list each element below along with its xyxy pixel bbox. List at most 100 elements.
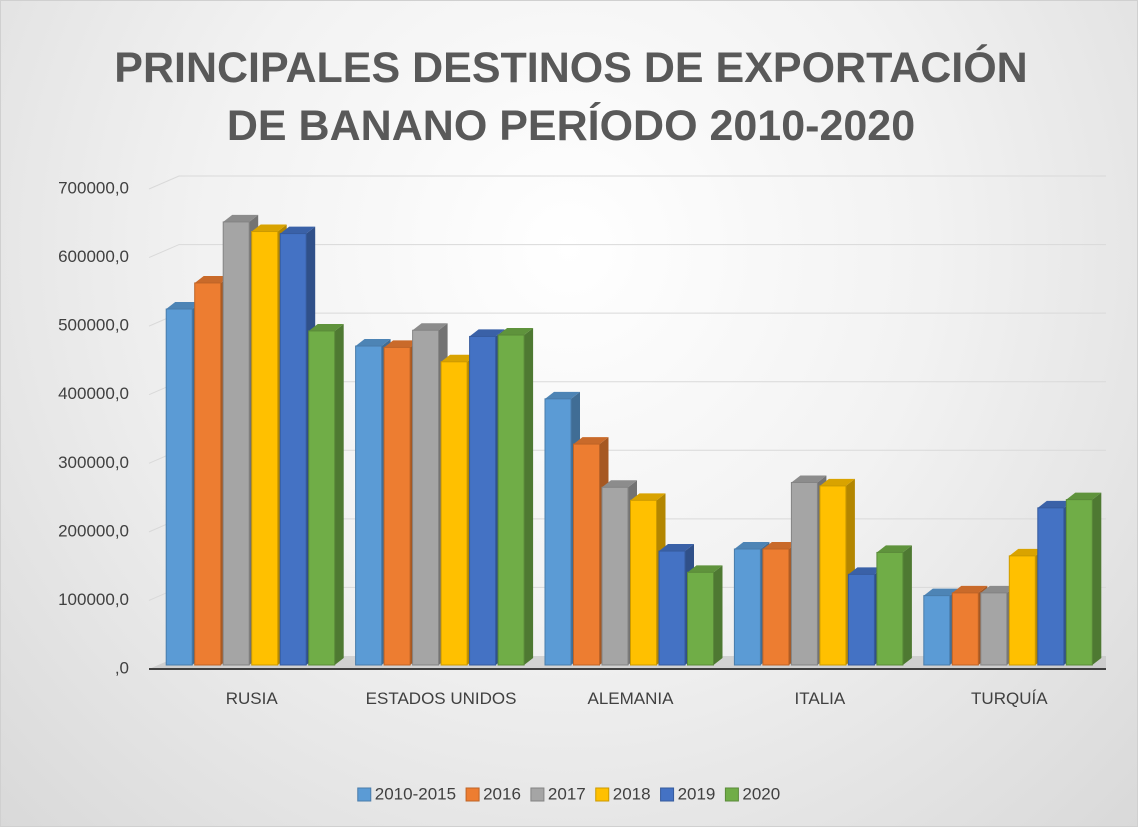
y-tick-label: 100000,0 [58, 590, 129, 609]
x-tick-label: RUSIA [225, 689, 278, 708]
bar [630, 499, 657, 666]
bar [951, 592, 979, 666]
grid-line [148, 244, 1106, 259]
bar [544, 398, 572, 666]
x-tick-label-box: ALEMANIA [587, 689, 674, 708]
bar [876, 551, 904, 666]
bar-top [659, 544, 694, 552]
bar [687, 571, 714, 666]
chart-title: PRINCIPALES DESTINOS DE EXPORTACIÓN DE B… [114, 44, 1028, 150]
bar-top [687, 565, 723, 573]
bar-top [251, 224, 287, 232]
bar-side [524, 328, 534, 665]
legend-swatch [530, 787, 545, 802]
bar-top [630, 493, 666, 501]
bar [469, 335, 497, 666]
bar-top [384, 340, 420, 348]
bar [1008, 555, 1036, 666]
bar-top [848, 567, 884, 575]
bar-top [923, 588, 959, 596]
legend-label: 2017 [548, 784, 586, 803]
bar [733, 548, 761, 666]
x-tick-label-box: RUSIA [225, 689, 278, 708]
bar [308, 330, 336, 666]
bar [279, 233, 307, 666]
grid-line [148, 175, 1106, 190]
legend-swatch [724, 787, 739, 802]
y-tick-label: 400000,0 [58, 384, 129, 403]
legend: 2010-2015 2016 2017 2018 2019 2020 [357, 784, 780, 803]
x-tick-label: ITALIA [794, 689, 846, 708]
y-tick-label: 600000,0 [58, 247, 129, 266]
bar [440, 361, 468, 666]
bar [194, 282, 222, 666]
legend-swatch [465, 787, 480, 802]
x-tick-label-box: ITALIA [794, 689, 846, 708]
y-tick-label: ,0 [115, 658, 129, 677]
bar [980, 592, 1008, 666]
bar [923, 595, 951, 666]
legend-label: 2010-2015 [375, 784, 456, 803]
x-tick-label-box: ESTADOS UNIDOS [365, 689, 517, 708]
bar [601, 486, 629, 666]
bar [847, 573, 875, 666]
x-tick-label: ESTADOS UNIDOS [365, 689, 517, 708]
bar-side [334, 323, 344, 665]
bar-top [412, 323, 448, 331]
bar [497, 334, 525, 666]
x-tick-label: ALEMANIA [587, 689, 674, 708]
bar-side [902, 545, 912, 665]
bar-top [734, 542, 770, 549]
bar-top [1009, 548, 1045, 556]
x-tick-label: TURQUÍA [971, 689, 1048, 708]
bar [819, 485, 847, 666]
legend-label: 2019 [678, 784, 716, 803]
legend-label: 2016 [483, 784, 521, 803]
bar-top [980, 585, 1016, 593]
bar-top [194, 275, 230, 283]
bar-top [441, 354, 477, 362]
bar-top [498, 328, 534, 336]
bar-top [791, 475, 827, 483]
bar-top [545, 391, 580, 399]
bar [412, 329, 440, 666]
bar-top [280, 226, 316, 234]
bar [1065, 499, 1093, 666]
x-tick-label-box: TURQUÍA [971, 689, 1048, 708]
bar [251, 231, 279, 666]
legend-swatch [660, 787, 675, 802]
bar-top [819, 478, 855, 486]
bar [573, 443, 600, 666]
bar-top [223, 214, 259, 222]
legend-swatch [595, 787, 610, 802]
bar [355, 345, 383, 666]
bar-side [713, 565, 723, 665]
bar-top [355, 339, 391, 347]
bar-top [573, 437, 609, 445]
bar-top [952, 585, 988, 593]
bar [383, 346, 411, 666]
bar-side [1092, 492, 1102, 665]
legend-label: 2020 [742, 784, 780, 803]
bar [762, 548, 790, 666]
bar-top [166, 302, 202, 309]
bar [222, 221, 250, 666]
bar [790, 481, 818, 666]
bar-top [469, 329, 505, 337]
bar-top [876, 545, 912, 553]
bar [658, 550, 686, 666]
legend-label: 2018 [613, 784, 651, 803]
bar [165, 308, 193, 666]
bar-top [1037, 500, 1073, 508]
y-tick-label: 500000,0 [58, 316, 129, 335]
y-tick-label: 700000,0 [58, 178, 129, 197]
bar-top [1066, 492, 1102, 500]
bar-top [762, 542, 798, 549]
bar-top [602, 480, 637, 488]
y-tick-label: 200000,0 [58, 521, 129, 540]
bar [1037, 507, 1065, 666]
bar-top [308, 323, 344, 331]
legend-swatch [357, 787, 372, 802]
